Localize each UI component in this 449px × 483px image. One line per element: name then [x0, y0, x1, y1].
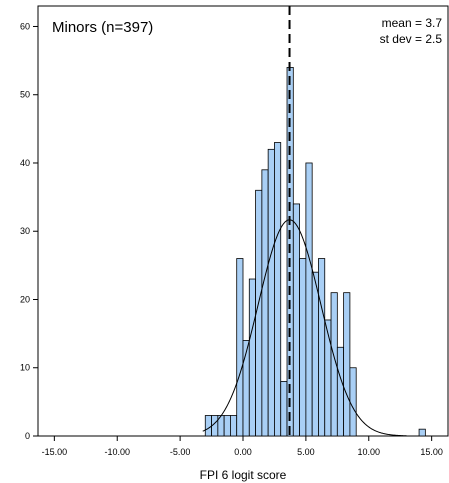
x-axis: -15.00 -10.00 -5.00 0.00 5.00 10.00 15.00 [42, 436, 443, 457]
normal-curve [202, 219, 407, 437]
histogram-bar-3 [223, 415, 231, 437]
y-tick-label-4: 40 [20, 158, 30, 168]
histogram-bar-10 [267, 148, 275, 437]
x-tick-label-0: -15.00 [42, 447, 68, 457]
histogram-bar-14 [292, 203, 300, 437]
histogram-bar-12 [280, 380, 288, 437]
histogram-bar-24 [418, 428, 426, 437]
histogram-bar-16 [305, 162, 313, 437]
histogram-bar-7 [248, 278, 256, 437]
y-tick-label-2: 20 [20, 294, 30, 304]
histogram-bar-21 [336, 346, 345, 437]
sd-label: st dev = 2.5 [380, 32, 443, 46]
curve-layer [202, 219, 407, 437]
histogram-bar-6 [242, 340, 250, 437]
histogram-bar-4 [230, 415, 238, 437]
x-tick-label-5: 10.00 [358, 447, 381, 457]
y-tick-label-6: 60 [20, 21, 30, 31]
y-tick-label-0: 0 [25, 431, 30, 441]
x-tick-label-2: -5.00 [170, 447, 191, 457]
x-axis-title: FPI 6 logit score [200, 468, 287, 482]
y-tick-label-5: 50 [20, 90, 30, 100]
histogram-bar-15 [299, 258, 307, 437]
y-tick-label-1: 10 [20, 363, 30, 373]
chart-title: Minors (n=397) [52, 19, 153, 36]
x-tick-label-6: 15.00 [420, 447, 443, 457]
histogram-bar-11 [274, 142, 282, 437]
histogram-bar-22 [343, 292, 351, 437]
histogram-bar-5 [236, 258, 244, 437]
x-tick-label-1: -10.00 [104, 447, 130, 457]
histogram-bar-9 [261, 169, 269, 437]
x-tick-label-3: 0.00 [234, 447, 252, 457]
y-tick-label-3: 30 [20, 226, 30, 236]
histogram-bar-23 [349, 367, 357, 437]
mean-label: mean = 3.7 [382, 16, 443, 30]
bars-layer [204, 67, 426, 437]
x-tick-label-4: 5.00 [297, 447, 315, 457]
histogram-bar-17 [311, 271, 319, 437]
histogram-bar-0 [204, 415, 212, 437]
histogram-bar-19 [324, 319, 332, 437]
y-axis: 0 10 20 30 40 50 60 [20, 21, 38, 441]
histogram-bar-18 [318, 258, 326, 437]
